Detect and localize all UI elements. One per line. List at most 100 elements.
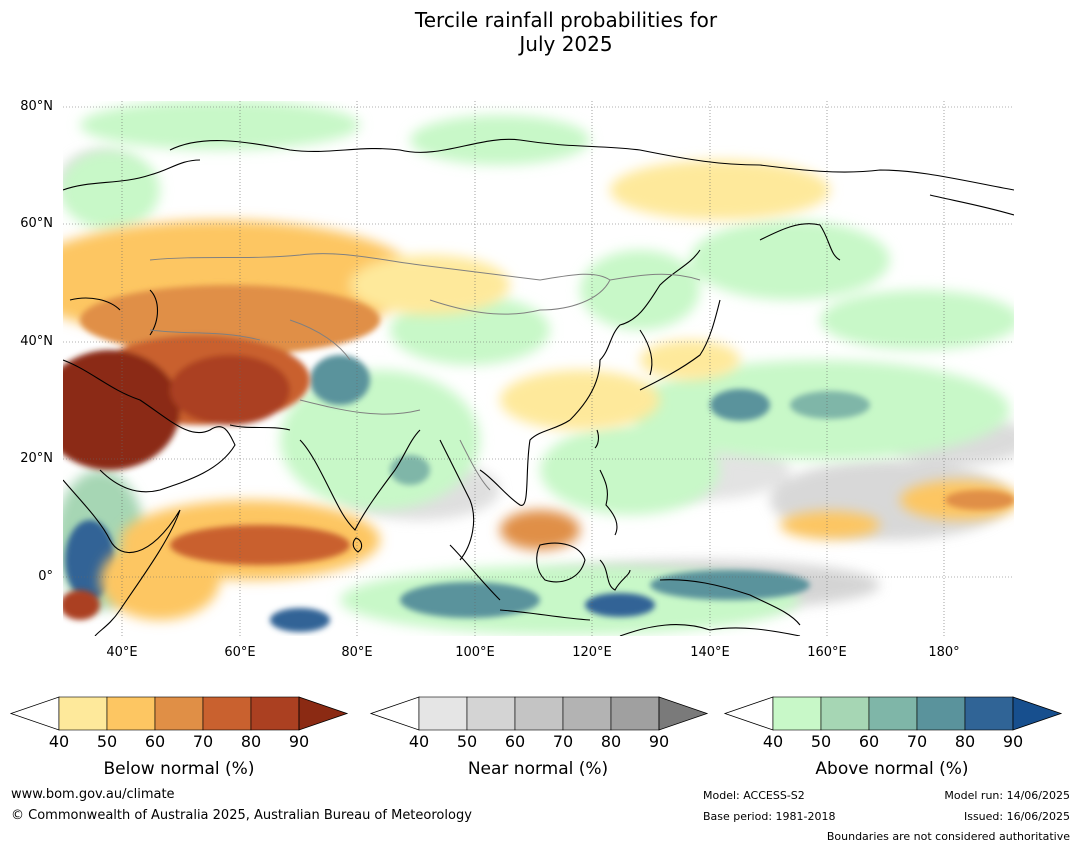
colorbar-below-title: Below normal (%): [103, 759, 255, 779]
colorbar-near-low-extend: [369, 696, 420, 731]
above-normal-strong-patch-pacific-1: [710, 389, 770, 421]
lon-label-160e: 160°E: [807, 645, 847, 660]
lon-label-80e: 80°E: [341, 645, 373, 660]
colorbar-below-cell-3: [202, 696, 252, 731]
colorbar-below: [9, 696, 349, 731]
coastline-africa-east: [63, 479, 181, 636]
below-normal-strong-patch-arabia: [63, 350, 180, 470]
coastline-kamchatka: [759, 223, 841, 261]
lon-label-100e: 100°E: [455, 645, 495, 660]
footer-copyright: © Commonwealth of Australia 2025, Austra…: [11, 808, 472, 823]
lat-label-60n: 60°N: [20, 216, 53, 231]
lon-label-60e: 60°E: [224, 645, 256, 660]
above-normal-strong-patch-timor: [585, 593, 655, 617]
cb-above-tick-90: 90: [1002, 732, 1024, 751]
below-normal-strong-patch-west-pacific: [945, 490, 1014, 510]
cb-below-tick-90: 90: [288, 732, 310, 751]
coastlines: [63, 138, 1014, 636]
above-normal-patch-mongolia: [580, 250, 700, 330]
footer-model-run: Model run: 14/06/2025: [944, 789, 1070, 802]
above-normal-patch-europe: [63, 150, 160, 230]
lon-label-120e: 120°E: [572, 645, 612, 660]
above-normal-strong-patch-bay-of-bengal: [310, 355, 370, 405]
above-normal-patch-east-siberia: [690, 220, 890, 300]
above-normal-strong-patch-south-indian: [270, 608, 330, 632]
lon-label-180: 180°: [928, 645, 960, 660]
cb-above-tick-50: 50: [810, 732, 832, 751]
below-normal-patch-north-china: [350, 255, 510, 315]
cb-above-tick-70: 70: [906, 732, 928, 751]
colorbar-above-cell-3: [916, 696, 966, 731]
colorbar-above-low-extend: [723, 696, 774, 731]
coastline-black-caspian: [69, 289, 159, 336]
colorbar-above-cell-2: [868, 696, 918, 731]
lon-label-40e: 40°E: [106, 645, 138, 660]
map-title: Tercile rainfall probabilities for July …: [0, 8, 1081, 56]
colorbar-below-cell-0: [58, 696, 108, 731]
below-normal-patch-tropical-pacific: [780, 511, 880, 539]
above-normal-patch-india: [280, 370, 480, 510]
coastline-japan: [639, 299, 721, 391]
colorbar-near-cell-1: [466, 696, 516, 731]
colorbar-above-title: Above normal (%): [815, 759, 969, 779]
title-line-2: July 2025: [519, 32, 613, 56]
colorbars: [9, 696, 1063, 731]
colorbar-below-cell-1: [106, 696, 156, 731]
coastline-java: [499, 609, 591, 621]
above-normal-strong-patch-java: [400, 582, 540, 618]
boundary-mongolia: [419, 264, 611, 315]
above-normal-strong-patch-pacific-2: [790, 391, 870, 419]
colorbar-above-cell-1: [820, 696, 870, 731]
coastline-taiwan: [594, 429, 600, 449]
above-normal-patch-arctic: [80, 101, 360, 150]
cb-near-tick-60: 60: [504, 732, 526, 751]
below-normal-strong-patch-red-sea: [63, 590, 100, 620]
coastline-europe-north: [63, 159, 201, 191]
above-normal-strong-patch-png: [650, 570, 810, 600]
below-normal-patch-east-china: [500, 370, 660, 430]
coastline-new-guinea: [659, 579, 801, 626]
map-gridlines: [63, 101, 1014, 636]
above-normal-patch-philippines: [540, 425, 720, 515]
lat-label-80n: 80°N: [20, 99, 53, 114]
above-normal-strong-patch-indochina: [390, 455, 430, 485]
colorbar-near-high-extend: [658, 696, 709, 731]
colorbar-near-cell-4: [610, 696, 660, 731]
map-svg: [63, 101, 1014, 636]
boundary-central-asia: [149, 329, 261, 341]
colorbar-near-cell-2: [514, 696, 564, 731]
colorbar-below-cell-4: [250, 696, 300, 731]
colorbar-near-cell-3: [562, 696, 612, 731]
colorbar-above: [723, 696, 1063, 731]
footer-disclaimer: Boundaries are not considered authoritat…: [826, 830, 1070, 843]
colorbar-below-high-extend: [298, 696, 349, 731]
below-normal-strong-patch-kazakhstan: [80, 285, 380, 355]
coastline-borneo: [536, 542, 586, 583]
below-normal-patch-japan: [640, 340, 740, 380]
below-normal-patch-arctic-siberia: [610, 160, 830, 220]
cb-below-tick-60: 60: [144, 732, 166, 751]
colorbar-below-cell-2: [154, 696, 204, 731]
colorbar-below-low-extend: [9, 696, 60, 731]
lat-label-40n: 40°N: [20, 334, 53, 349]
cb-below-tick-80: 80: [240, 732, 262, 751]
map-area: 80°N 60°N 40°N 20°N 0° 40°E 60°E 80°E 10…: [20, 99, 1014, 660]
boundary-russia-kazakhstan: [149, 253, 421, 266]
coastline-sumatra: [449, 544, 501, 601]
below-normal-patch-sulawesi: [500, 510, 580, 550]
colorbar-above-cell-4: [964, 696, 1014, 731]
cb-below-tick-50: 50: [96, 732, 118, 751]
footer-base-period: Base period: 1981-2018: [703, 810, 836, 823]
coastline-korea: [639, 329, 653, 376]
title-line-1: Tercile rainfall probabilities for: [414, 8, 718, 32]
footer-model: Model: ACCESS-S2: [703, 789, 805, 802]
cb-below-tick-40: 40: [48, 732, 70, 751]
colorbar-near-title: Near normal (%): [467, 759, 609, 779]
cb-near-tick-80: 80: [600, 732, 622, 751]
below-normal-patch-horn: [100, 540, 220, 620]
coastline-iran-pakistan: [229, 424, 291, 431]
boundary-china-russia-east: [609, 273, 701, 281]
coastline-philippines: [599, 469, 618, 536]
cb-below-tick-70: 70: [192, 732, 214, 751]
cb-near-tick-90: 90: [648, 732, 670, 751]
